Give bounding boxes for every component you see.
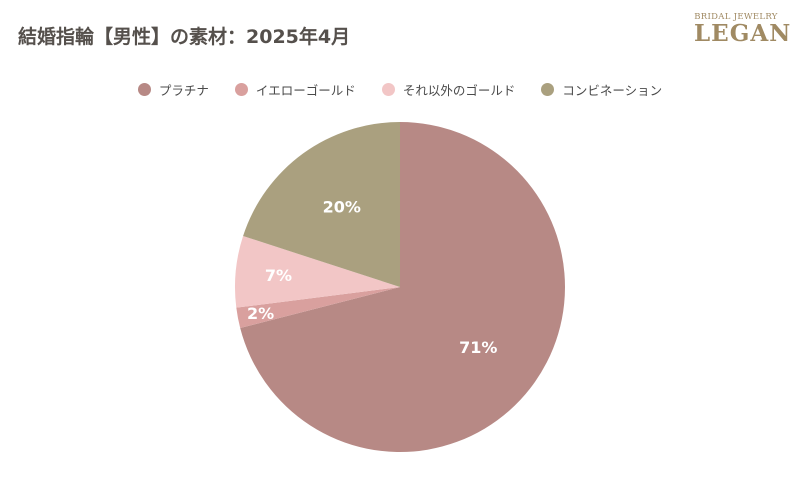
legend-swatch-other-gold: [381, 83, 395, 96]
logo-wordmark: LEGAN: [694, 20, 792, 47]
legend-swatch-combination: [541, 83, 555, 96]
legend-swatch-yellow-gold: [234, 83, 248, 96]
slice-label-yellow-gold: 2%: [247, 304, 274, 323]
slice-label-other-gold: 7%: [265, 266, 292, 285]
legend-item-combination[interactable]: コンビネーション: [541, 80, 662, 99]
legend-label-yellow-gold: イエローゴールド: [255, 83, 356, 98]
pie-slice-platinum[interactable]: [240, 122, 565, 453]
legend-label-other-gold: それ以外のゴールド: [402, 83, 516, 98]
legend-item-platinum[interactable]: プラチナ: [137, 80, 209, 99]
slice-label-platinum: 71%: [459, 338, 497, 357]
logo-subtitle: BRIDAL JEWELRY: [694, 12, 778, 22]
legend-swatch-platinum: [137, 83, 151, 96]
slice-label-combination: 20%: [323, 197, 361, 216]
legend-item-other-gold[interactable]: それ以外のゴールド: [381, 80, 516, 99]
legend-label-combination: コンビネーション: [562, 83, 663, 98]
brand-logo: BRIDAL JEWELRY LEGAN: [694, 12, 792, 47]
legend-label-platinum: プラチナ: [158, 83, 209, 98]
pie-slice-yellow-gold[interactable]: [236, 287, 400, 329]
pie-slice-other-gold[interactable]: [234, 236, 400, 308]
pie-slice-combination[interactable]: [243, 122, 400, 287]
legend-item-yellow-gold[interactable]: イエローゴールド: [234, 80, 356, 99]
chart-legend: プラチナ イエローゴールド それ以外のゴールド コンビネーション: [0, 80, 800, 99]
chart-title: 結婚指輪【男性】の素材：2025年4月: [18, 26, 351, 48]
